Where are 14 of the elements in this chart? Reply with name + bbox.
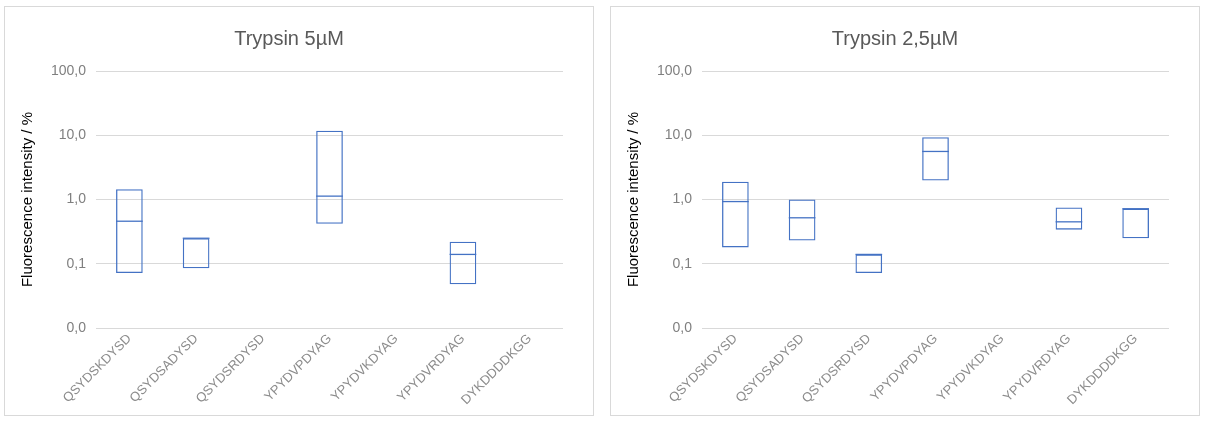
y-axis-title: Fluorescence intensity / % xyxy=(18,112,36,288)
y-tick-label: 100,0 xyxy=(656,61,693,78)
chart-title: Trypsin 5µM xyxy=(234,26,344,49)
chart-title: Trypsin 2,5µM xyxy=(831,26,959,49)
y-tick-label: 0,1 xyxy=(66,254,87,271)
y-tick-label: 100,0 xyxy=(50,61,87,78)
y-tick-label: 1,0 xyxy=(672,190,693,207)
y-axis-title: Fluorescence intensity / % xyxy=(624,112,642,288)
y-tick-label: 0,0 xyxy=(672,318,693,335)
y-tick-label: 10,0 xyxy=(664,126,693,143)
y-tick-label: 0,0 xyxy=(66,318,87,335)
y-tick-label: 10,0 xyxy=(58,126,87,143)
y-tick-label: 1,0 xyxy=(66,190,87,207)
y-tick-label: 0,1 xyxy=(672,254,693,271)
